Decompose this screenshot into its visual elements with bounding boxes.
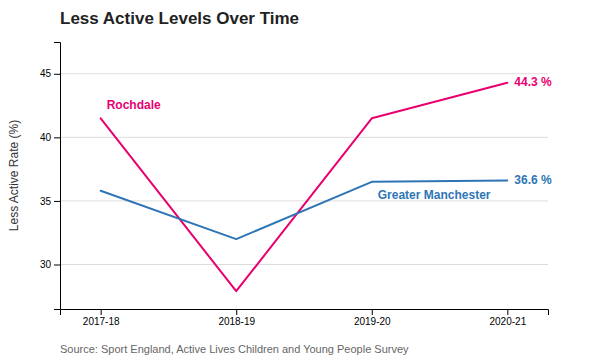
grid-line bbox=[60, 264, 548, 265]
title: Less Active Levels Over Time bbox=[60, 9, 299, 28]
y-tick-label: 40 bbox=[40, 132, 52, 143]
source: Source: Sport England, Active Lives Chil… bbox=[60, 343, 409, 355]
lines bbox=[101, 83, 508, 292]
grid-line bbox=[60, 137, 548, 138]
y-tick-label: 30 bbox=[40, 259, 52, 270]
y-tick: 45 bbox=[40, 68, 60, 79]
x-axis: 2017-18 2018-19 2019-20 2020-21 bbox=[61, 309, 549, 327]
x-tick: 2020-21 bbox=[489, 309, 526, 327]
x-tick-mark bbox=[372, 309, 373, 315]
x-tick-mark bbox=[101, 309, 102, 315]
y-axis: 30 35 40 45 bbox=[40, 43, 61, 310]
x-tick-label: 2020-21 bbox=[489, 316, 526, 327]
chart: 30 35 40 45 2017-18 2018-19 2019-20 2020-21 Roch… bbox=[0, 0, 612, 363]
y-tick-mark bbox=[54, 201, 60, 202]
labels: Rochdale Greater Manchester 44.3 % 36.6 % bbox=[107, 75, 552, 202]
y-tick-label: 35 bbox=[40, 196, 52, 207]
plot: 30 35 40 45 2017-18 2018-19 2019-20 2020-21 Roch… bbox=[40, 43, 552, 328]
y-tick: 40 bbox=[40, 132, 60, 143]
y-tick: 30 bbox=[40, 259, 60, 270]
x-tick-label: 2017-18 bbox=[83, 316, 120, 327]
y-axis-line bbox=[54, 43, 61, 310]
grid-line bbox=[60, 73, 548, 74]
grid bbox=[60, 74, 548, 265]
chart-container: 30 35 40 45 2017-18 2018-19 2019-20 2020-21 Roch… bbox=[0, 0, 612, 363]
y-tick-label: 45 bbox=[40, 68, 52, 79]
series-line bbox=[101, 181, 508, 239]
value-label: 36.6 % bbox=[514, 173, 552, 187]
series-line bbox=[101, 83, 508, 292]
y-tick-mark bbox=[54, 265, 60, 266]
series-label: Rochdale bbox=[107, 98, 161, 112]
y-axis-title: Less Active Rate (%) bbox=[7, 120, 21, 231]
x-axis-line bbox=[61, 310, 549, 316]
y-tick-mark bbox=[54, 137, 60, 138]
y-tick: 35 bbox=[40, 196, 60, 207]
series-label: Greater Manchester bbox=[378, 188, 491, 202]
x-tick-label: 2019-20 bbox=[354, 316, 391, 327]
value-label: 44.3 % bbox=[514, 75, 552, 89]
x-tick-label: 2018-19 bbox=[218, 316, 255, 327]
x-tick: 2019-20 bbox=[354, 309, 391, 327]
y-tick-mark bbox=[54, 74, 60, 75]
x-tick-mark bbox=[507, 309, 508, 315]
x-tick: 2018-19 bbox=[218, 309, 255, 327]
x-tick: 2017-18 bbox=[83, 309, 120, 327]
x-tick-mark bbox=[236, 309, 237, 315]
